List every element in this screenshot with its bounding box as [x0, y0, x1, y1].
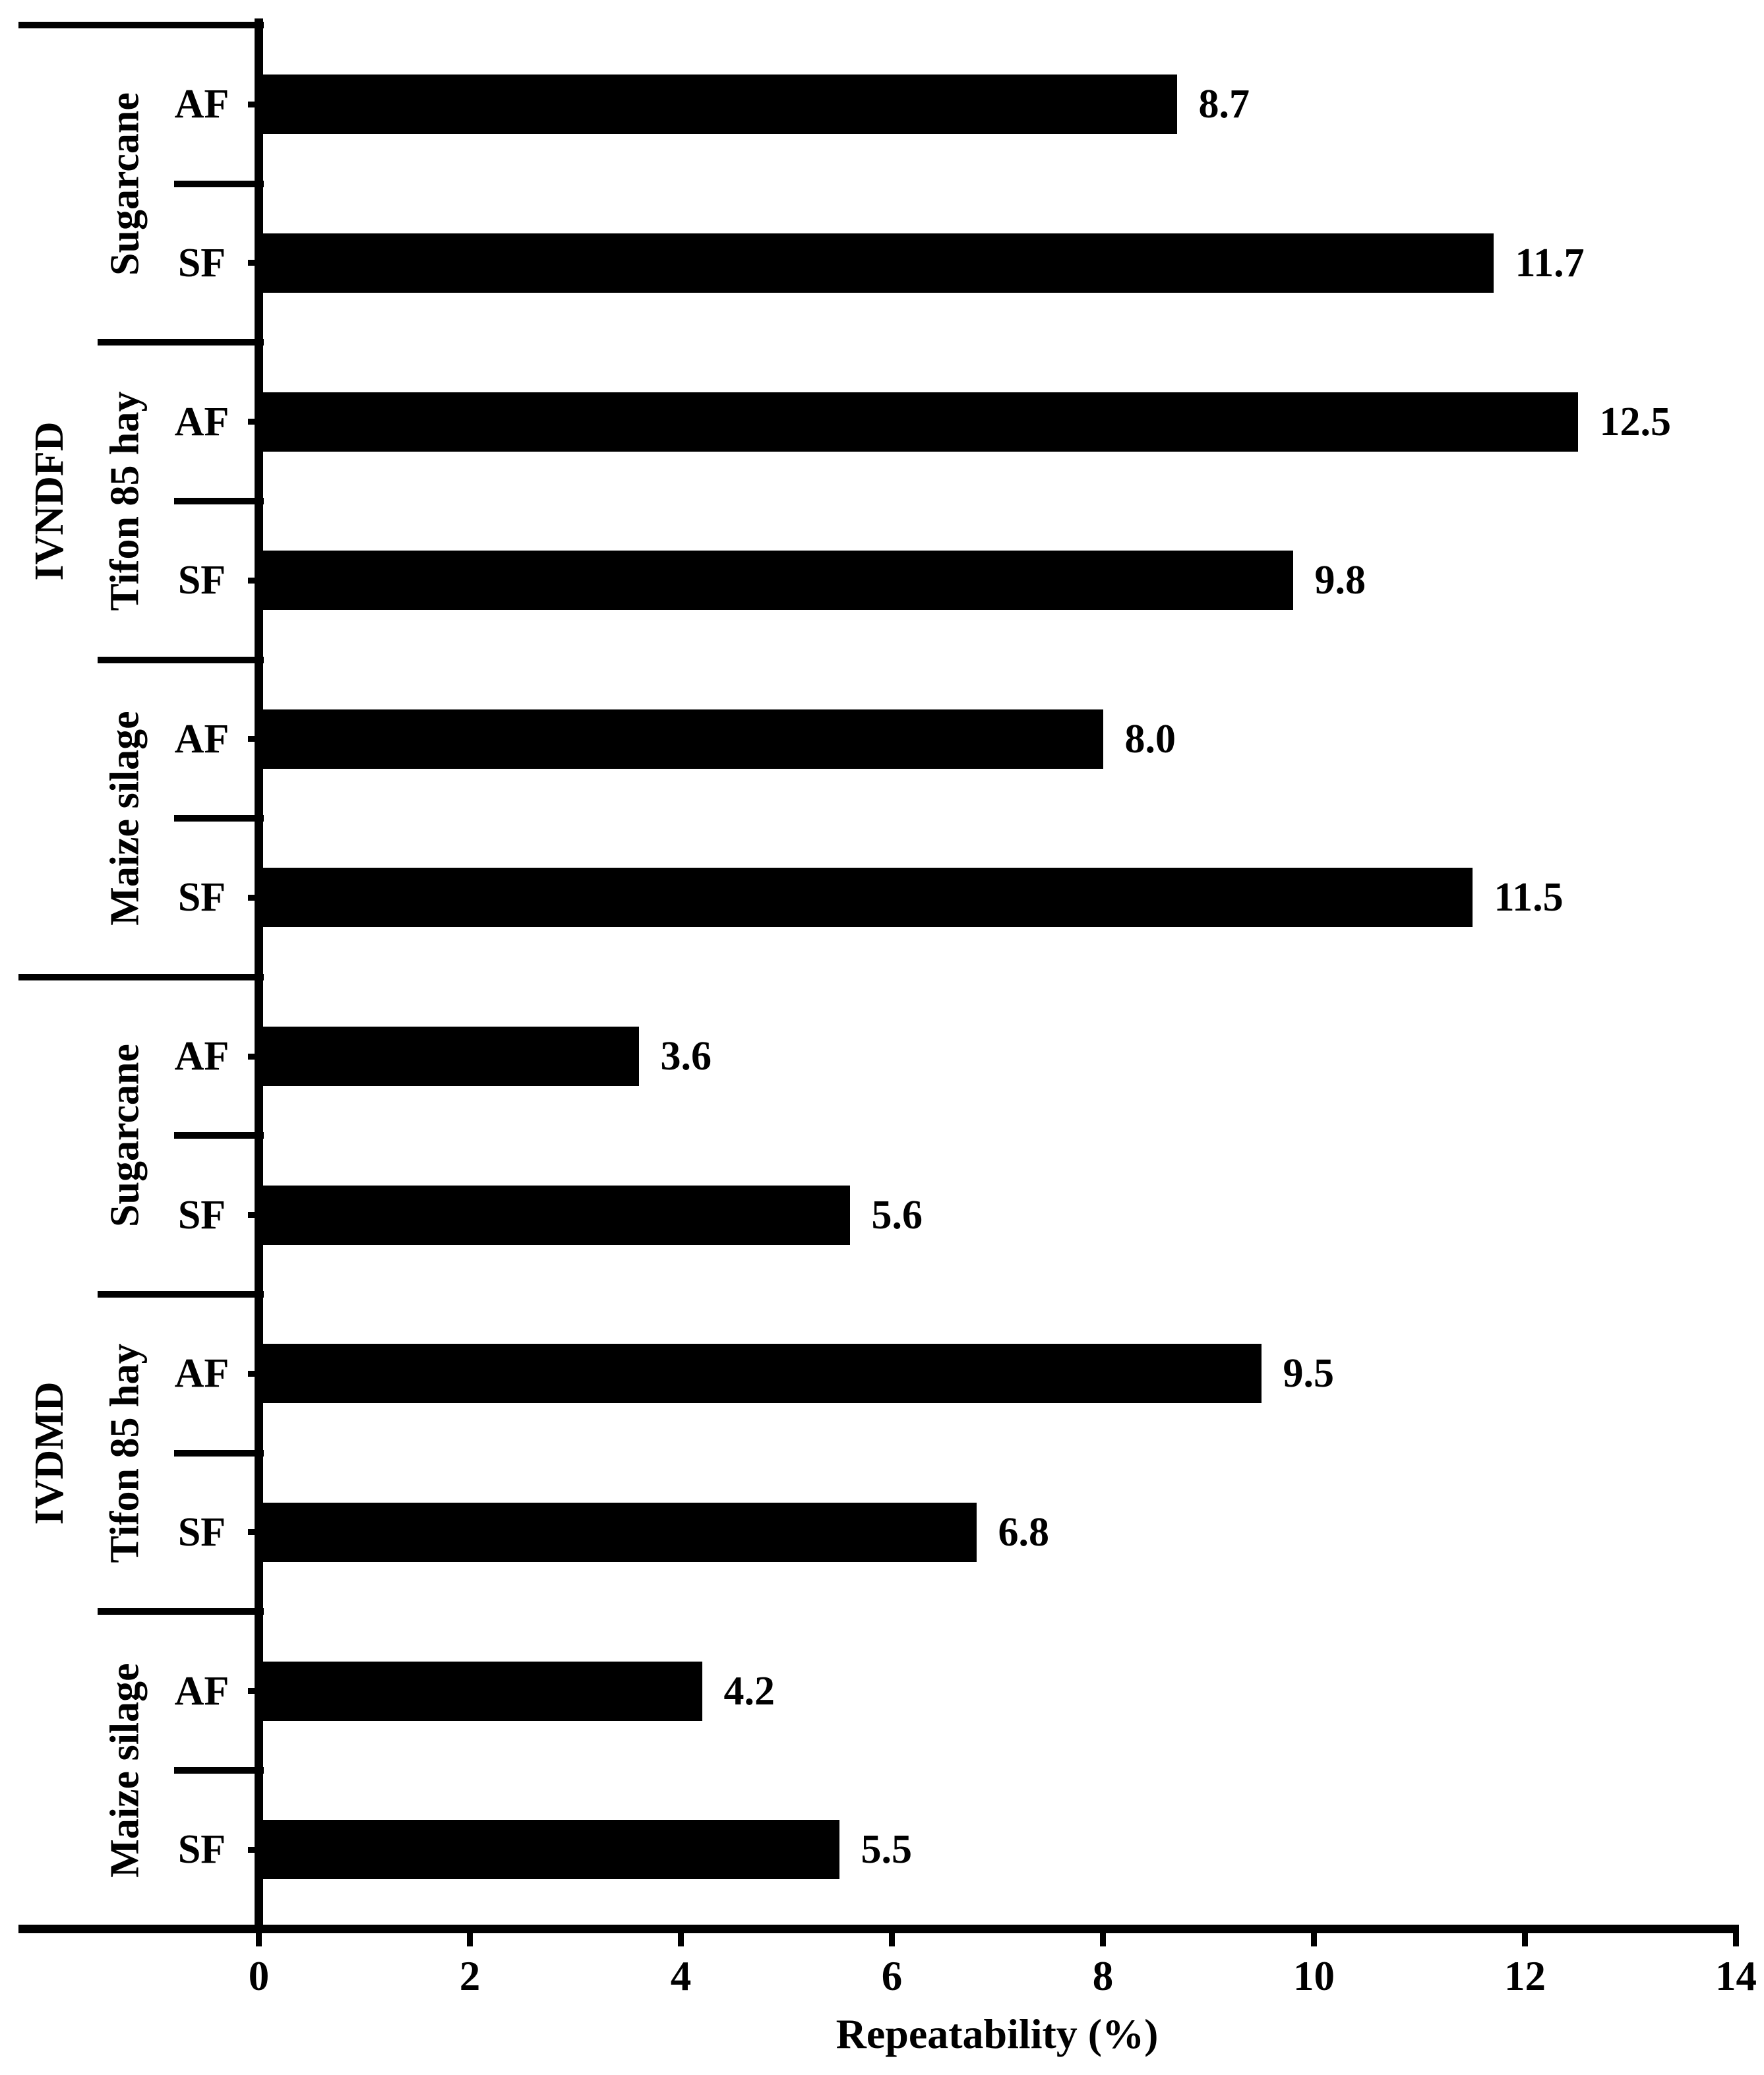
- bar: [263, 551, 1293, 611]
- bar: [263, 709, 1103, 769]
- bar-category-label: AF: [174, 1668, 229, 1714]
- category-separator-major: [18, 973, 264, 980]
- bar: [263, 1344, 1262, 1404]
- y-axis-bar-tick: [248, 1688, 259, 1695]
- x-axis-tick: [889, 1932, 895, 1946]
- y-axis-bar-tick: [248, 419, 259, 425]
- bar-value-label: 8.0: [1124, 716, 1176, 762]
- x-tick-label: 0: [248, 1953, 270, 1999]
- y-axis-bar-tick: [248, 260, 259, 266]
- y-axis-bar-tick: [248, 1370, 259, 1377]
- x-axis-title: Repeatability (%): [836, 2010, 1159, 2057]
- x-tick-label: 10: [1293, 1953, 1335, 1999]
- x-tick-label: 14: [1715, 1953, 1757, 1999]
- subgroup-label: Maize silage: [103, 711, 148, 926]
- category-separator-subgroup: [98, 656, 264, 663]
- y-axis-bar-tick: [248, 101, 259, 107]
- category-separator-minor: [174, 1449, 264, 1457]
- bar: [263, 392, 1578, 452]
- bar-value-label: 11.5: [1494, 875, 1564, 920]
- bar: [263, 75, 1177, 135]
- x-axis-tick: [256, 1932, 262, 1946]
- category-separator-minor: [174, 815, 264, 822]
- bar: [263, 1502, 977, 1562]
- bar: [263, 1820, 839, 1880]
- category-separator-subgroup: [98, 1608, 264, 1615]
- y-axis-bar-tick: [248, 1053, 259, 1060]
- x-axis-line: [18, 1925, 1739, 1933]
- group-label: IVDMD: [27, 1381, 72, 1525]
- x-axis-tick: [678, 1932, 684, 1946]
- bar-value-label: 12.5: [1599, 399, 1672, 444]
- category-separator-minor: [174, 180, 264, 187]
- y-axis-bar-tick: [248, 577, 259, 584]
- category-separator-minor: [174, 1766, 264, 1774]
- bar: [263, 1185, 850, 1245]
- subgroup-label: Sugarcane: [103, 92, 148, 276]
- x-tick-label: 4: [670, 1953, 692, 1999]
- category-separator-subgroup: [98, 1291, 264, 1298]
- bar-category-label: SF: [177, 1192, 226, 1238]
- bar-value-label: 11.7: [1515, 240, 1585, 286]
- bar-category-label: SF: [177, 1509, 226, 1555]
- bar-value-label: 9.5: [1283, 1351, 1335, 1397]
- plot-top-line: [18, 22, 264, 28]
- x-axis-tick: [1522, 1932, 1528, 1946]
- x-axis-tick: [1100, 1932, 1106, 1946]
- x-axis-tick: [467, 1932, 473, 1946]
- category-separator-minor: [174, 1132, 264, 1139]
- bar: [263, 233, 1494, 293]
- x-axis-tick: [1733, 1932, 1739, 1946]
- y-axis-line: [255, 18, 263, 1933]
- subgroup-label: Tifon 85 hay: [103, 391, 148, 611]
- bar-value-label: 5.5: [861, 1827, 913, 1873]
- x-tick-label: 2: [459, 1953, 481, 1999]
- y-axis-bar-tick: [248, 1846, 259, 1853]
- subgroup-label: Maize silage: [103, 1663, 148, 1878]
- bar-value-label: 9.8: [1314, 558, 1366, 603]
- category-separator-subgroup: [98, 339, 264, 346]
- bar-value-label: 6.8: [998, 1509, 1050, 1555]
- category-separator-minor: [174, 497, 264, 504]
- y-axis-bar-tick: [248, 736, 259, 742]
- x-tick-label: 12: [1504, 1953, 1546, 1999]
- x-tick-label: 8: [1092, 1953, 1114, 1999]
- bar: [263, 1027, 639, 1087]
- bar-category-label: SF: [177, 875, 226, 920]
- y-axis-bar-tick: [248, 1529, 259, 1536]
- bar-value-label: 3.6: [660, 1034, 712, 1079]
- group-label: IVNDFD: [27, 421, 72, 581]
- x-tick-label: 6: [881, 1953, 903, 1999]
- bar-value-label: 4.2: [723, 1668, 776, 1714]
- subgroup-label: Tifon 85 hay: [103, 1343, 148, 1563]
- y-axis-bar-tick: [248, 1212, 259, 1218]
- bar-category-label: AF: [174, 1034, 229, 1079]
- bar-category-label: AF: [174, 1351, 229, 1397]
- bar-category-label: SF: [177, 240, 226, 286]
- bar: [263, 1661, 702, 1721]
- x-axis-tick: [1311, 1932, 1317, 1946]
- y-axis-bar-tick: [248, 894, 259, 901]
- bar-category-label: SF: [177, 558, 226, 603]
- bar-value-label: 5.6: [871, 1192, 923, 1238]
- bar-category-label: SF: [177, 1827, 226, 1873]
- bar-category-label: AF: [174, 399, 229, 444]
- bar: [263, 868, 1473, 928]
- subgroup-label: Sugarcane: [103, 1044, 148, 1228]
- bar-category-label: AF: [174, 716, 229, 762]
- bar-category-label: AF: [174, 82, 229, 127]
- bar-value-label: 8.7: [1198, 82, 1250, 127]
